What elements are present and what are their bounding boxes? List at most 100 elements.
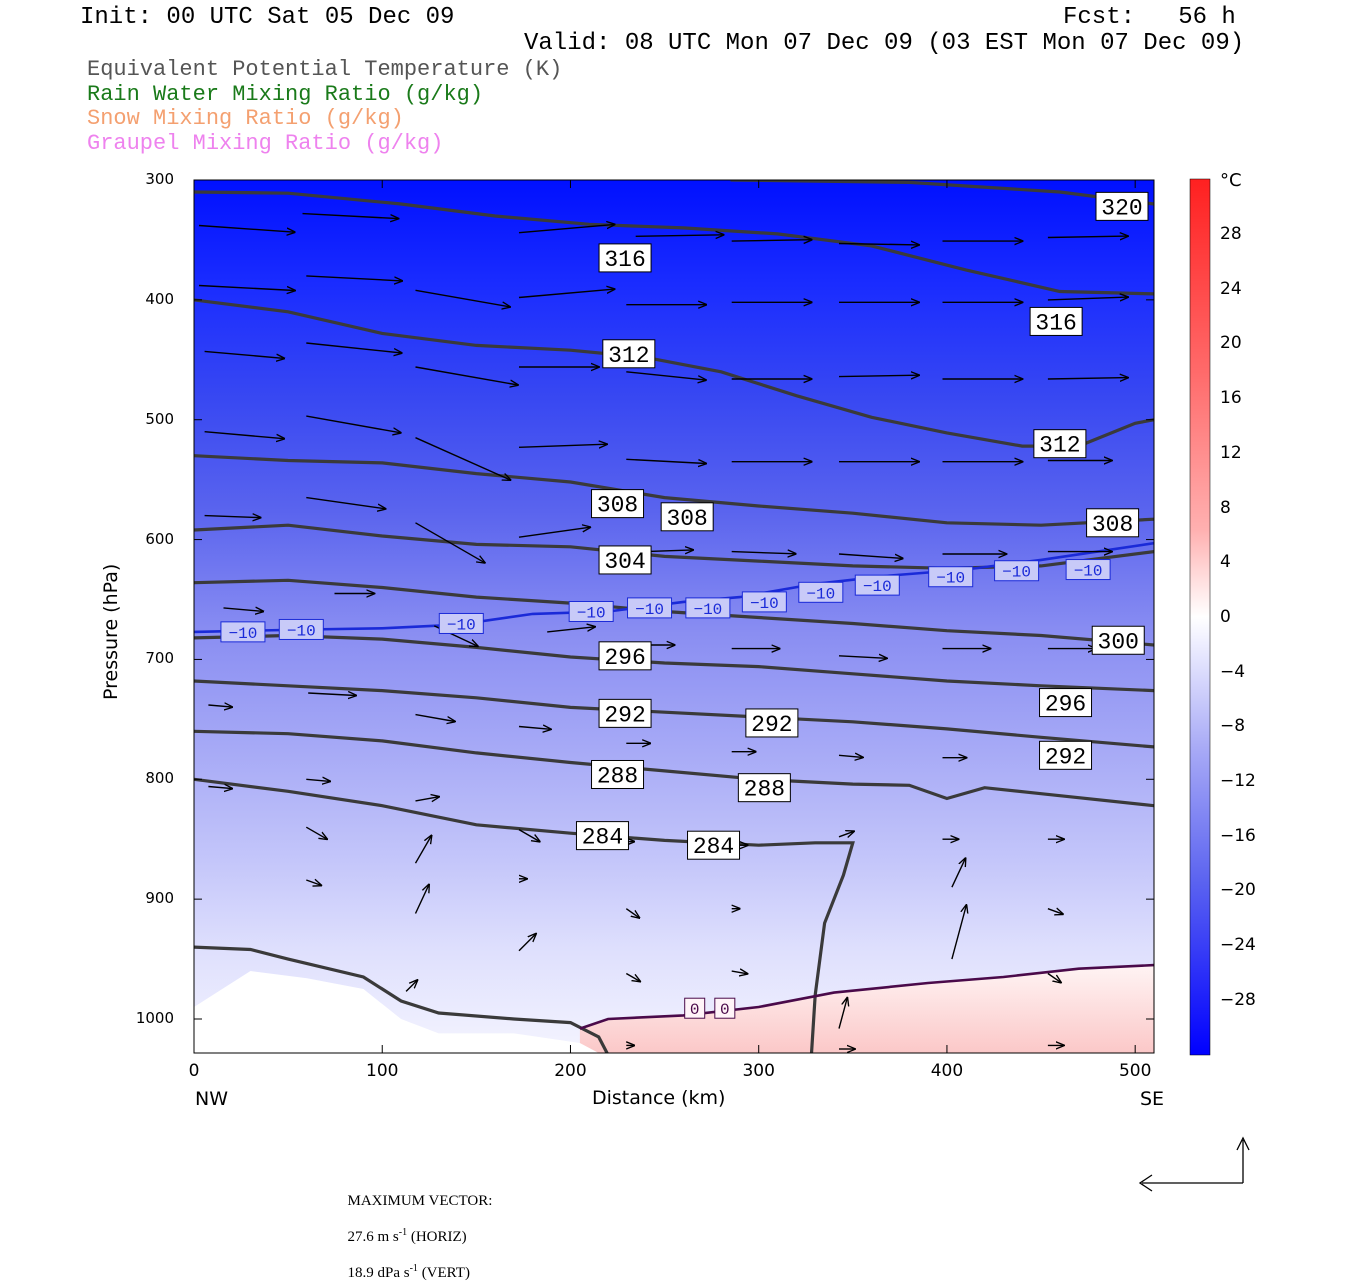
wind-vector	[518, 934, 536, 952]
wind-vector	[204, 431, 285, 439]
wind-vector	[518, 727, 551, 730]
svg-text:292: 292	[751, 712, 792, 738]
theta-e-label: 292	[1039, 740, 1093, 770]
wind-vector	[415, 522, 485, 563]
legend-graupel: Graupel Mixing Ratio (g/kg)	[87, 131, 444, 156]
temperature-shading	[194, 180, 1154, 1053]
svg-text:−10: −10	[693, 601, 722, 619]
svg-text:308: 308	[1092, 512, 1133, 538]
theta-e-label: 296	[598, 641, 652, 671]
wind-vector	[415, 713, 455, 722]
isotherm-label-minus10: −10	[741, 591, 787, 613]
wind-vector	[951, 905, 967, 960]
wind-vector	[518, 828, 540, 842]
svg-text:−10: −10	[936, 570, 965, 588]
wind-vector	[626, 458, 706, 463]
svg-text:296: 296	[604, 645, 645, 671]
x-end-label-nw: NW	[195, 1088, 228, 1110]
max-vector-label: MAXIMUM VECTOR:	[347, 1193, 493, 1209]
theta-e-label: 292	[745, 708, 799, 738]
svg-text:−10: −10	[577, 604, 606, 622]
svg-text:−10: −10	[287, 622, 316, 640]
x-end-label-se: SE	[1140, 1088, 1165, 1110]
colorbar-unit: °C	[1220, 170, 1242, 191]
svg-text:292: 292	[1045, 744, 1086, 770]
wind-vector	[308, 693, 356, 696]
theta-e-label: 284	[575, 821, 629, 851]
wind-vector	[838, 375, 919, 376]
above-freezing-zone	[579, 965, 1154, 1053]
wind-vector	[208, 787, 232, 789]
colorbar-tick-label: 4	[1220, 552, 1231, 573]
theta-e-label: 320	[1095, 191, 1149, 221]
cross-section-plot: 320 316 316 312 312 308 308 308 304 300 296 296 292 2…	[193, 178, 1250, 1192]
wind-vector	[1047, 972, 1061, 983]
svg-text:308: 308	[666, 506, 707, 532]
wind-vector	[306, 496, 385, 509]
wind-vector	[951, 858, 966, 888]
isotherm-label-zero: 0	[684, 997, 706, 1019]
x-axis-label: Distance (km)	[592, 1087, 726, 1109]
svg-text:−10: −10	[1074, 563, 1103, 581]
wind-vector	[306, 779, 330, 781]
theta-e-label: 288	[591, 759, 645, 789]
svg-text:−10: −10	[635, 601, 664, 619]
init-time: Init: 00 UTC Sat 05 Dec 09	[80, 4, 455, 31]
wind-vector	[306, 880, 321, 885]
colorbar-tick-label: 8	[1220, 497, 1231, 518]
legend-theta-e: Equivalent Potential Temperature (K)	[87, 57, 563, 82]
colorbar-tick-label: −4	[1220, 661, 1246, 682]
colorbar-tick-label: −20	[1220, 880, 1256, 901]
colorbar-tick-label: 28	[1220, 224, 1242, 244]
wind-vector	[208, 705, 232, 707]
wind-vector	[625, 972, 640, 982]
wind-vector	[731, 240, 812, 241]
svg-text:312: 312	[1039, 433, 1080, 459]
theta-e-contour-292	[194, 679, 1154, 749]
theta-e-label: 308	[1086, 508, 1140, 538]
isotherm-label-minus10: −10	[627, 597, 673, 619]
wind-vector	[204, 350, 285, 358]
svg-text:−10: −10	[806, 585, 835, 603]
svg-text:312: 312	[608, 343, 649, 369]
wind-vector	[305, 826, 327, 839]
wind-vector	[625, 908, 639, 918]
terrain-region	[194, 971, 599, 1053]
wind-vector	[1047, 378, 1128, 379]
wind-vector	[405, 980, 417, 992]
colorbar	[1189, 178, 1211, 1056]
wind-vector	[414, 836, 432, 864]
svg-text:−10: −10	[750, 595, 779, 613]
svg-text:284: 284	[693, 834, 734, 860]
wind-vector	[415, 289, 511, 307]
y-axis-label: Pressure (hPa)	[100, 563, 122, 700]
x-tick-label: 200	[554, 1061, 587, 1081]
isotherm-label-minus10: −10	[994, 560, 1040, 582]
x-tick-label: 300	[742, 1061, 775, 1081]
svg-text:320: 320	[1101, 195, 1142, 221]
x-tick-label: 500	[1118, 1061, 1152, 1081]
vert-max-value: 18.9 dPa s	[347, 1265, 410, 1281]
isotherm-label-minus10: −10	[798, 581, 844, 603]
theta-e-label: 308	[660, 502, 714, 532]
svg-text:288: 288	[744, 777, 785, 803]
theta-e-label: 312	[1033, 429, 1087, 459]
svg-text:0: 0	[720, 1001, 730, 1019]
wind-vector	[635, 235, 724, 237]
svg-text:316: 316	[1035, 310, 1076, 336]
wind-vector	[302, 212, 399, 219]
y-tick-label: 300	[145, 170, 174, 188]
wind-vector	[838, 244, 919, 245]
colorbar-tick-label: 0	[1220, 606, 1231, 627]
isotherm-label-zero: 0	[714, 997, 736, 1019]
reference-vector-icon	[1138, 1136, 1250, 1192]
theta-e-label: 312	[602, 339, 656, 369]
legend-rain-water: Rain Water Mixing Ratio (g/kg)	[87, 82, 484, 107]
y-tick-label: 800	[145, 769, 174, 788]
vert-max-exponent: -1	[409, 1263, 418, 1274]
colorbar-tick-label: 20	[1220, 333, 1242, 354]
y-tick-label: 400	[145, 289, 174, 308]
isotherm-label-minus10: −10	[438, 612, 484, 634]
legend-snow: Snow Mixing Ratio (g/kg)	[87, 106, 404, 131]
plot-frame	[193, 179, 1155, 1054]
